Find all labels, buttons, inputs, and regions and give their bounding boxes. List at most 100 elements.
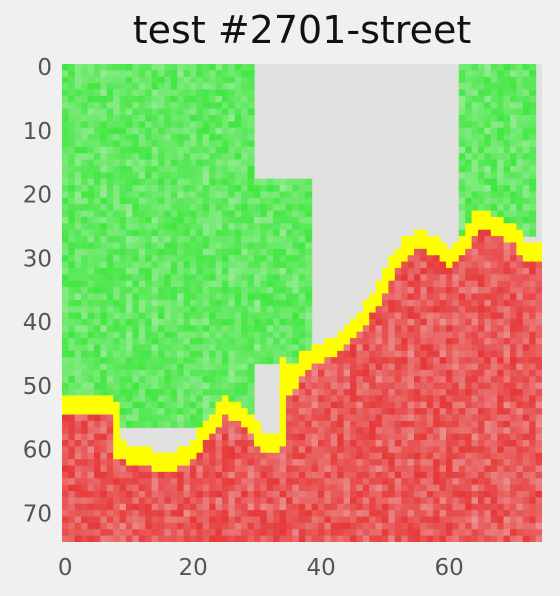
heatmap-cell xyxy=(471,433,479,441)
heatmap-cell xyxy=(145,210,153,218)
heatmap-cell xyxy=(228,140,236,148)
heatmap-cell xyxy=(113,389,121,397)
heatmap-cell xyxy=(305,185,313,193)
heatmap-cell xyxy=(196,299,204,307)
heatmap-cell xyxy=(362,312,370,320)
heatmap-cell xyxy=(106,134,114,142)
heatmap-cell xyxy=(465,216,473,224)
heatmap-cell xyxy=(119,127,127,135)
heatmap-cell xyxy=(522,83,530,91)
heatmap-cell xyxy=(132,146,140,154)
heatmap-cell xyxy=(74,89,82,97)
heatmap-cell xyxy=(458,376,466,384)
heatmap-cell xyxy=(94,529,101,537)
heatmap-cell xyxy=(74,140,82,148)
heatmap-cell xyxy=(87,389,95,397)
heatmap-cell xyxy=(426,287,434,295)
heatmap-cell xyxy=(209,369,217,377)
heatmap-cell xyxy=(478,255,485,263)
heatmap-cell xyxy=(465,159,473,167)
heatmap-cell xyxy=(305,452,313,460)
heatmap-cell xyxy=(100,216,108,224)
heatmap-cell xyxy=(426,261,434,269)
heatmap-cell xyxy=(394,401,402,409)
heatmap-cell xyxy=(87,433,95,441)
heatmap-cell xyxy=(362,484,370,492)
heatmap-cell xyxy=(74,357,82,365)
heatmap-cell xyxy=(522,382,530,390)
heatmap-cell xyxy=(350,318,357,326)
heatmap-cell xyxy=(292,261,300,269)
heatmap-cell xyxy=(337,408,345,416)
heatmap-cell xyxy=(234,293,242,301)
heatmap-cell xyxy=(209,242,217,250)
heatmap-cell xyxy=(337,459,345,467)
heatmap-cell xyxy=(113,223,121,231)
heatmap-cell xyxy=(151,325,159,333)
heatmap-cell xyxy=(170,306,178,314)
heatmap-cell xyxy=(81,350,89,358)
heatmap-cell xyxy=(362,535,370,542)
heatmap-cell xyxy=(81,287,89,295)
heatmap-cell xyxy=(471,369,479,377)
heatmap-cell xyxy=(202,357,210,365)
heatmap-cell xyxy=(113,204,121,212)
heatmap-cell xyxy=(241,471,249,479)
heatmap-cell xyxy=(298,242,306,250)
heatmap-cell xyxy=(151,95,159,103)
heatmap-cell xyxy=(100,191,108,199)
heatmap-cell xyxy=(433,312,441,320)
heatmap-cell xyxy=(183,261,191,269)
heatmap-cell xyxy=(311,350,319,358)
heatmap-cell xyxy=(350,510,357,518)
heatmap-cell xyxy=(318,465,325,473)
heatmap-cell xyxy=(503,64,511,71)
heatmap-cell xyxy=(196,210,204,218)
heatmap-cell xyxy=(510,516,517,524)
heatmap-cell xyxy=(183,185,191,193)
heatmap-cell xyxy=(158,420,165,428)
heatmap-cell xyxy=(106,223,114,231)
heatmap-cell xyxy=(490,529,498,537)
heatmap-cell xyxy=(490,274,498,282)
heatmap-cell xyxy=(228,229,236,237)
heatmap-cell xyxy=(119,248,127,256)
heatmap-cell xyxy=(74,420,82,428)
heatmap-cell xyxy=(330,446,338,454)
heatmap-cell xyxy=(465,255,473,263)
heatmap-cell xyxy=(113,140,121,148)
heatmap-cell xyxy=(305,178,313,186)
heatmap-cell xyxy=(202,261,210,269)
heatmap-cell xyxy=(241,350,249,358)
heatmap-cell xyxy=(158,229,165,237)
heatmap-cell xyxy=(113,108,121,116)
heatmap-cell xyxy=(145,344,153,352)
heatmap-cell xyxy=(158,369,165,377)
heatmap-cell xyxy=(68,414,76,422)
heatmap-cell xyxy=(202,446,210,454)
heatmap-cell xyxy=(164,325,172,333)
heatmap-cell xyxy=(151,414,159,422)
heatmap-cell xyxy=(151,287,159,295)
heatmap-cell xyxy=(343,497,351,505)
heatmap-cell xyxy=(478,140,485,148)
heatmap-cell xyxy=(196,229,204,237)
heatmap-cell xyxy=(74,484,82,492)
heatmap-cell xyxy=(209,102,217,110)
heatmap-cell xyxy=(522,312,530,320)
heatmap-cell xyxy=(202,491,210,498)
heatmap-cell xyxy=(503,242,511,250)
heatmap-cell xyxy=(74,280,82,288)
heatmap-cell xyxy=(286,274,293,282)
heatmap-cell xyxy=(74,395,82,403)
heatmap-cell xyxy=(362,452,370,460)
heatmap-cell xyxy=(87,223,95,231)
heatmap-cell xyxy=(414,318,421,326)
heatmap-cell xyxy=(394,535,402,542)
heatmap-cell xyxy=(535,344,542,352)
heatmap-cell xyxy=(164,274,172,282)
heatmap-cell xyxy=(478,159,485,167)
heatmap-cell xyxy=(62,478,69,486)
heatmap-cell xyxy=(68,427,76,435)
heatmap-cell xyxy=(234,344,242,352)
